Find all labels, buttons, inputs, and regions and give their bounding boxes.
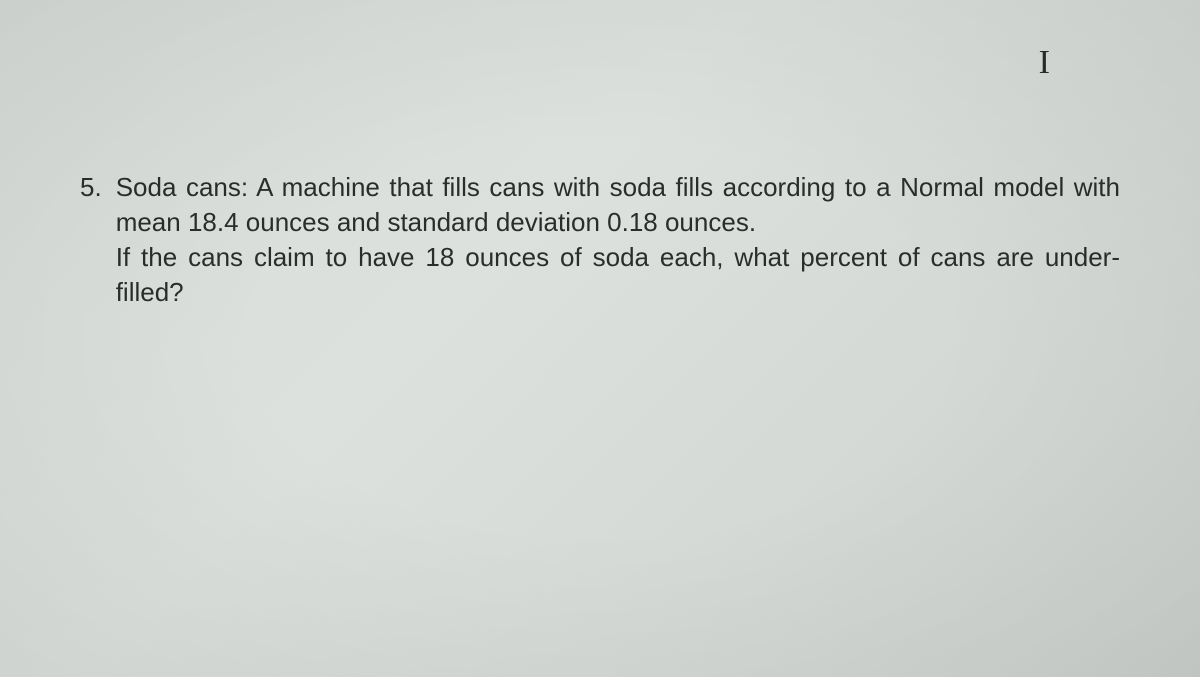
question-text: Soda cans: A machine that fills cans wit… — [116, 170, 1120, 310]
question-sentence-2: If the cans claim to have 18 ounces of s… — [116, 242, 1120, 307]
question-block: 5. Soda cans: A machine that fills cans … — [80, 170, 1120, 310]
question-sentence-1: Soda cans: A machine that fills cans wit… — [116, 172, 1120, 237]
document-page: 5. Soda cans: A machine that fills cans … — [0, 0, 1200, 677]
question-number: 5. — [80, 170, 102, 205]
